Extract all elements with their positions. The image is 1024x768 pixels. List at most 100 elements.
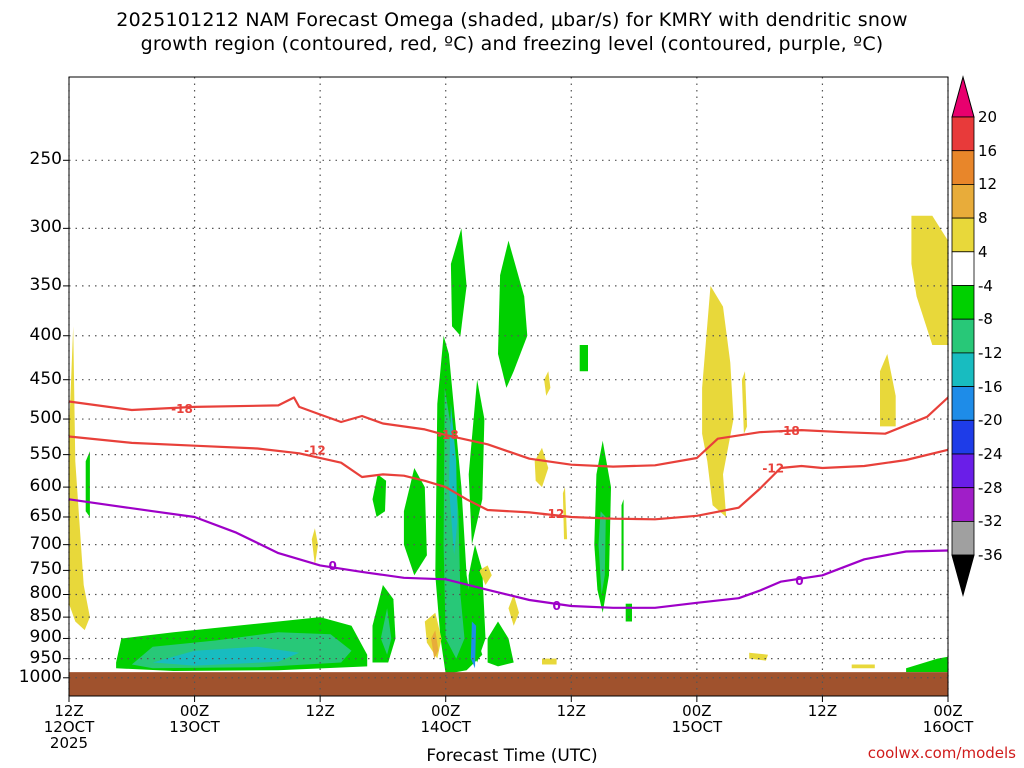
contour-label-7: 0 bbox=[552, 599, 560, 613]
y-tick-label: 550 bbox=[29, 443, 62, 464]
colorbar-swatch-7 bbox=[951, 318, 975, 354]
omega-region-18 bbox=[598, 511, 606, 595]
contour-label-4: -18 bbox=[778, 424, 800, 438]
colorbar-tick-label: -4 bbox=[978, 276, 993, 295]
y-tick-label: 700 bbox=[29, 533, 62, 554]
y-tick-label: 1000 bbox=[18, 666, 62, 687]
x-tick-label: 00Z 14OCT bbox=[420, 702, 471, 736]
colorbar-tick-label: -28 bbox=[978, 478, 1003, 497]
omega-region-30 bbox=[562, 487, 568, 540]
axis-ticks bbox=[63, 159, 949, 702]
contour-label-6: 0 bbox=[329, 559, 337, 573]
omega-region-5 bbox=[372, 474, 387, 517]
omega-region-14 bbox=[450, 228, 467, 336]
colorbar-swatch-5 bbox=[951, 251, 975, 286]
contour-label-1: -12 bbox=[304, 444, 326, 458]
y-tick-label: 750 bbox=[29, 559, 62, 580]
plot-frame bbox=[68, 76, 949, 697]
x-tick-label: 12Z bbox=[807, 702, 838, 720]
contour-label-2: -18 bbox=[437, 428, 459, 442]
contour-labels: -18 -12 -18 -12 -18 -12 0 0 0 bbox=[171, 402, 803, 613]
omega-region-38 bbox=[508, 594, 519, 626]
y-tick-label: 650 bbox=[29, 505, 62, 526]
omega-region-24 bbox=[311, 528, 318, 566]
colorbar-swatch-1 bbox=[951, 116, 975, 152]
omega-region-12 bbox=[470, 621, 477, 669]
omega-region-4 bbox=[380, 608, 392, 655]
credit-text: coolwx.com/models bbox=[867, 744, 1016, 762]
omega-region-10 bbox=[468, 379, 485, 545]
colorbar-swatch-3 bbox=[951, 183, 975, 219]
colorbar-swatch-6 bbox=[951, 285, 975, 320]
contour-line-0-2 bbox=[68, 498, 949, 609]
colorbar-tick-label: 16 bbox=[978, 141, 998, 160]
colorbar-tick-label: -16 bbox=[978, 377, 1003, 396]
colorbar-tick-label: 12 bbox=[978, 175, 998, 194]
contour-line--12-1 bbox=[68, 435, 949, 521]
omega-region-37 bbox=[911, 215, 948, 345]
colorbar-swatch-2 bbox=[951, 150, 975, 185]
y-tick-label: 300 bbox=[29, 217, 62, 238]
colorbar-tick-label: -24 bbox=[978, 445, 1003, 463]
y-tick-label: 800 bbox=[29, 583, 62, 604]
colorbar-swatch-11 bbox=[951, 453, 975, 489]
omega-region-29 bbox=[544, 371, 551, 396]
colorbar-tick-label: -12 bbox=[978, 343, 1003, 362]
x-tick-label: 12Z 12OCT 2025 bbox=[43, 702, 95, 752]
omega-region-31 bbox=[542, 658, 557, 665]
omega-region-20 bbox=[625, 603, 632, 622]
x-tick-label: 12Z bbox=[556, 702, 586, 720]
colorbar-tick-label: -8 bbox=[978, 310, 993, 329]
chart-title-line2: growth region (contoured, red, ºC) and f… bbox=[140, 33, 884, 55]
colorbar-tick-label: 20 bbox=[978, 108, 998, 126]
colorbar-swatch-12 bbox=[951, 487, 975, 522]
contour-label-3: -12 bbox=[543, 507, 565, 521]
colorbar-tick-label: -36 bbox=[978, 546, 1003, 565]
omega-region-36 bbox=[880, 354, 896, 427]
colorbar-swatch-13 bbox=[951, 521, 975, 556]
y-tick-label: 350 bbox=[29, 274, 62, 295]
colorbar-tick-label: 4 bbox=[978, 242, 988, 261]
grid-lines bbox=[68, 77, 949, 696]
y-tick-label: 400 bbox=[29, 324, 62, 345]
contour-label-8: 0 bbox=[795, 574, 803, 588]
colorbar-tick-label: -32 bbox=[978, 512, 1003, 531]
colorbar-tick-label: 8 bbox=[978, 209, 988, 228]
y-tick-label: 950 bbox=[29, 647, 62, 668]
y-tick-label: 850 bbox=[29, 606, 62, 627]
omega-region-6 bbox=[403, 468, 427, 576]
omega-region-22 bbox=[906, 656, 948, 673]
surface-terrain bbox=[69, 672, 948, 696]
omega-region-13 bbox=[487, 621, 514, 667]
omega-region-35 bbox=[851, 664, 875, 669]
omega-region-2 bbox=[152, 646, 300, 666]
omega-shading bbox=[69, 215, 948, 674]
chart-title-line1: 2025101212 NAM Forecast Omega (shaded, µ… bbox=[116, 9, 908, 31]
omega-region-32 bbox=[702, 285, 734, 517]
contour-lines bbox=[68, 396, 949, 609]
colorbar-swatch-8 bbox=[951, 352, 975, 387]
x-tick-label: 00Z 13OCT bbox=[169, 702, 220, 736]
contour-label-5: -12 bbox=[762, 462, 784, 476]
omega-region-19 bbox=[621, 499, 624, 571]
omega-region-33 bbox=[741, 371, 748, 434]
y-tick-label: 450 bbox=[29, 368, 62, 389]
y-tick-label: 900 bbox=[29, 627, 62, 648]
colorbar bbox=[951, 75, 975, 597]
x-tick-label: 00Z 16OCT bbox=[922, 702, 974, 736]
omega-region-15 bbox=[498, 240, 528, 388]
omega-region-28 bbox=[534, 447, 549, 488]
omega-region-9 bbox=[448, 403, 458, 556]
contour-label-0: -18 bbox=[171, 402, 193, 416]
x-tick-label: 12Z bbox=[305, 702, 335, 720]
colorbar-tick-label: -20 bbox=[978, 411, 1003, 430]
omega-region-16 bbox=[579, 345, 588, 372]
omega-region-27 bbox=[479, 565, 492, 585]
colorbar-bottom-arrow bbox=[951, 554, 975, 597]
colorbar-swatch-9 bbox=[951, 386, 975, 421]
omega-region-34 bbox=[749, 652, 768, 661]
omega-region-21 bbox=[85, 451, 90, 517]
y-tick-label: 500 bbox=[29, 408, 62, 429]
x-tick-label: 00Z 15OCT bbox=[671, 702, 723, 736]
